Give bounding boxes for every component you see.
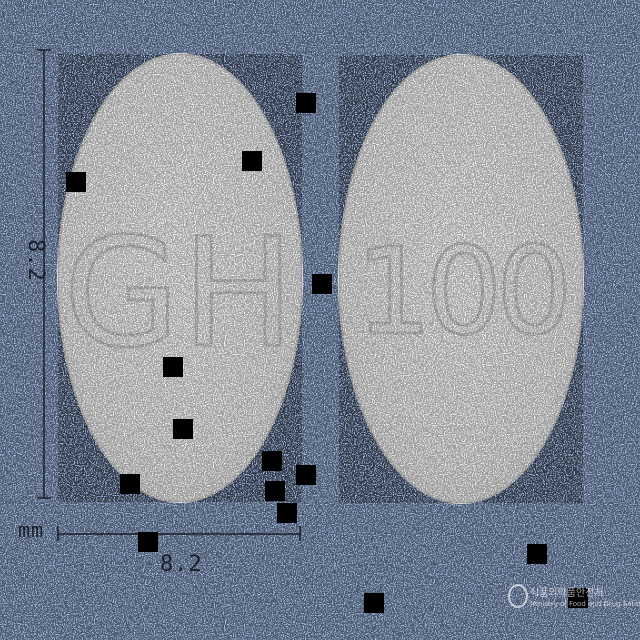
occluder-square	[296, 465, 316, 485]
occluder-square	[66, 172, 86, 192]
watermark-logo-icon	[508, 584, 528, 608]
watermark-line1: 식품의약품안전처	[530, 588, 604, 599]
vertical-dimension-label: 8.2	[22, 239, 48, 282]
watermark-line2: Ministry of Food and Drug Safety	[530, 600, 640, 608]
occluder-square	[296, 93, 316, 113]
occluder-square	[312, 274, 332, 294]
watermark: 식품의약품안전처 Ministry of Food and Drug Safet…	[506, 582, 640, 622]
occluder-square	[138, 532, 158, 552]
occluder-square	[120, 474, 140, 494]
occluder-square	[277, 503, 297, 523]
occluder-square	[163, 357, 183, 377]
occluder-square	[364, 593, 384, 613]
vertical-dimension-line	[37, 49, 51, 499]
occluder-square	[265, 481, 285, 501]
horizontal-dimension-label: 8.2	[160, 552, 203, 577]
occluder-square	[262, 451, 282, 471]
unit-label: mm	[18, 518, 45, 542]
occluder-square	[568, 588, 588, 608]
horizontal-dimension-line	[57, 526, 301, 541]
occluder-square	[527, 544, 547, 564]
occluder-square	[242, 151, 262, 171]
occluder-squares	[66, 93, 588, 613]
occluder-square	[173, 419, 193, 439]
